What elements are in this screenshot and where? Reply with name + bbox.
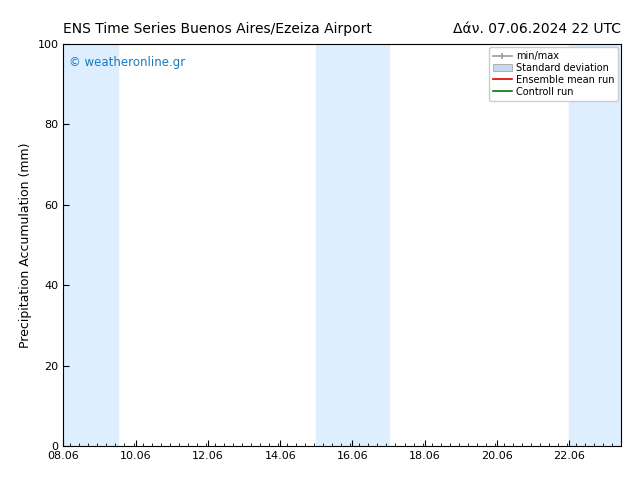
Text: © weatheronline.gr: © weatheronline.gr — [69, 56, 185, 69]
Text: Δάν. 07.06.2024 22 UTC: Δάν. 07.06.2024 22 UTC — [453, 22, 621, 36]
Bar — [316, 44, 389, 446]
Bar — [569, 44, 621, 446]
Text: ENS Time Series Buenos Aires/Ezeiza Airport: ENS Time Series Buenos Aires/Ezeiza Airp… — [63, 22, 372, 36]
Legend: min/max, Standard deviation, Ensemble mean run, Controll run: min/max, Standard deviation, Ensemble me… — [489, 47, 618, 100]
Y-axis label: Precipitation Accumulation (mm): Precipitation Accumulation (mm) — [19, 142, 32, 348]
Bar — [63, 44, 117, 446]
